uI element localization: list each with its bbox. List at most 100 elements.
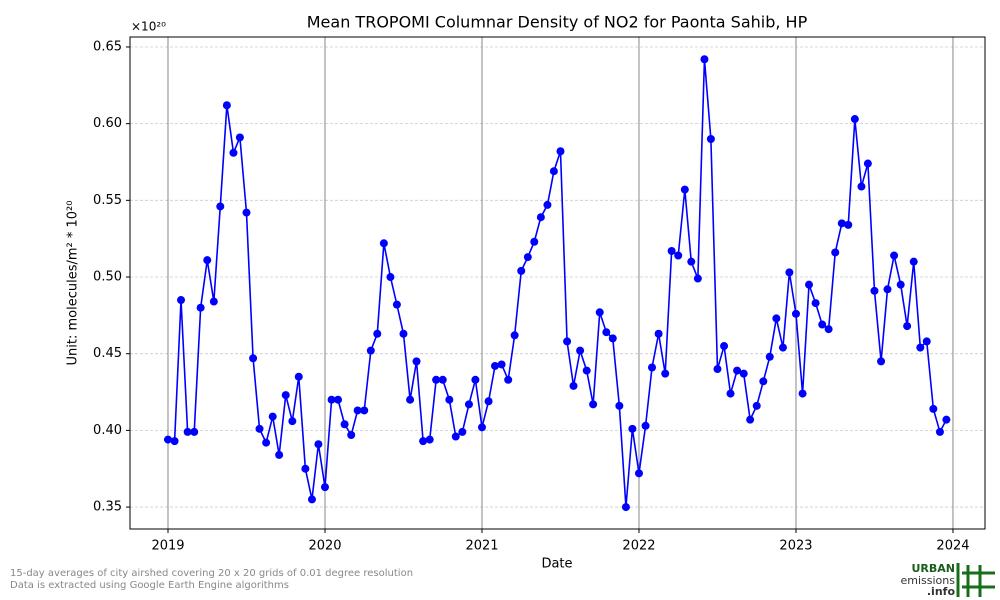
- footnote: 15-day averages of city airshed covering…: [10, 568, 413, 579]
- data-point: [314, 440, 323, 449]
- plot-frame: [129, 36, 986, 530]
- data-point: [419, 437, 428, 446]
- data-point: [706, 134, 715, 143]
- data-point: [190, 427, 199, 436]
- data-point: [687, 257, 696, 266]
- data-point: [464, 400, 473, 409]
- data-point: [909, 257, 918, 266]
- data-point: [870, 286, 879, 295]
- data-point: [791, 309, 800, 318]
- y-tick-label: 0.60: [93, 116, 122, 131]
- data-point: [844, 220, 853, 229]
- data-point: [301, 464, 310, 473]
- data-point: [713, 365, 722, 374]
- data-point: [327, 395, 336, 404]
- data-point: [942, 415, 951, 424]
- footnote: Data is extracted using Google Earth Eng…: [10, 580, 289, 591]
- data-point: [406, 395, 415, 404]
- logo-text: emissions: [901, 574, 956, 587]
- logo-text: .info: [927, 585, 956, 598]
- data-point: [183, 427, 192, 436]
- data-point: [425, 435, 434, 444]
- x-tick-label: 2019: [151, 539, 184, 554]
- data-point: [268, 412, 277, 421]
- data-point: [438, 375, 447, 384]
- data-point: [922, 337, 931, 346]
- data-point: [641, 421, 650, 430]
- data-point: [589, 400, 598, 409]
- data-point: [563, 337, 572, 346]
- data-point: [648, 363, 657, 372]
- data-point: [216, 202, 225, 211]
- data-point: [307, 495, 316, 504]
- data-point: [772, 314, 781, 323]
- data-point: [785, 268, 794, 277]
- y-tick-label: 0.45: [93, 346, 122, 361]
- data-point: [602, 328, 611, 337]
- data-point: [739, 369, 748, 378]
- data-point: [621, 503, 630, 512]
- data-point: [680, 185, 689, 194]
- x-tick-label: 2024: [936, 539, 969, 554]
- y-tick-label: 0.50: [93, 270, 122, 285]
- data-point: [517, 266, 526, 275]
- y-offset-text: ×10²⁰: [131, 20, 166, 34]
- data-point: [863, 159, 872, 168]
- data-point: [536, 213, 545, 222]
- data-point: [294, 372, 303, 381]
- logo: URBAN emissions .info: [901, 562, 995, 598]
- data-point: [582, 366, 591, 375]
- data-point: [477, 423, 486, 432]
- data-point: [576, 346, 585, 355]
- y-tick-label: 0.65: [93, 39, 122, 54]
- data-point: [628, 424, 637, 433]
- data-point: [229, 148, 238, 157]
- y-tick-label: 0.40: [93, 423, 122, 438]
- x-tick-label: 2023: [779, 539, 812, 554]
- data-point: [451, 432, 460, 441]
- data-point: [798, 389, 807, 398]
- data-point: [674, 251, 683, 260]
- data-point: [935, 427, 944, 436]
- x-tick-label: 2020: [308, 539, 341, 554]
- data-point: [203, 256, 212, 265]
- x-axis-label: Date: [541, 557, 572, 572]
- data-point: [530, 237, 539, 246]
- y-tick-label: 0.55: [93, 193, 122, 208]
- data-point: [255, 424, 264, 433]
- y-tick-label: 0.35: [93, 500, 122, 515]
- y-axis-label: Unit: molecules/m² * 10²⁰: [66, 201, 81, 366]
- data-point: [608, 334, 617, 343]
- data-point: [412, 357, 421, 366]
- data-point: [726, 389, 735, 398]
- data-point: [818, 320, 827, 329]
- data-point: [445, 395, 454, 404]
- data-point: [824, 325, 833, 334]
- data-point: [510, 331, 519, 340]
- data-point: [805, 280, 814, 289]
- data-point: [523, 253, 532, 262]
- data-point: [811, 299, 820, 308]
- data-point: [667, 246, 676, 255]
- data-point: [340, 420, 349, 429]
- x-tick-label: 2021: [465, 539, 498, 554]
- data-point: [373, 329, 382, 338]
- data-point: [392, 300, 401, 309]
- data-point: [458, 427, 467, 436]
- data-point: [543, 200, 552, 209]
- data-point: [903, 322, 912, 331]
- data-point: [700, 55, 709, 64]
- data-point: [320, 483, 329, 492]
- data-point: [850, 115, 859, 124]
- data-point: [334, 395, 343, 404]
- data-point: [484, 397, 493, 406]
- data-point: [654, 329, 663, 338]
- data-point: [746, 415, 755, 424]
- data-point: [759, 377, 768, 386]
- x-tick-label: 2022: [622, 539, 655, 554]
- data-point: [733, 366, 742, 375]
- data-point: [170, 437, 179, 446]
- data-point: [896, 280, 905, 289]
- data-point: [634, 469, 643, 478]
- logo-icon: [956, 563, 995, 597]
